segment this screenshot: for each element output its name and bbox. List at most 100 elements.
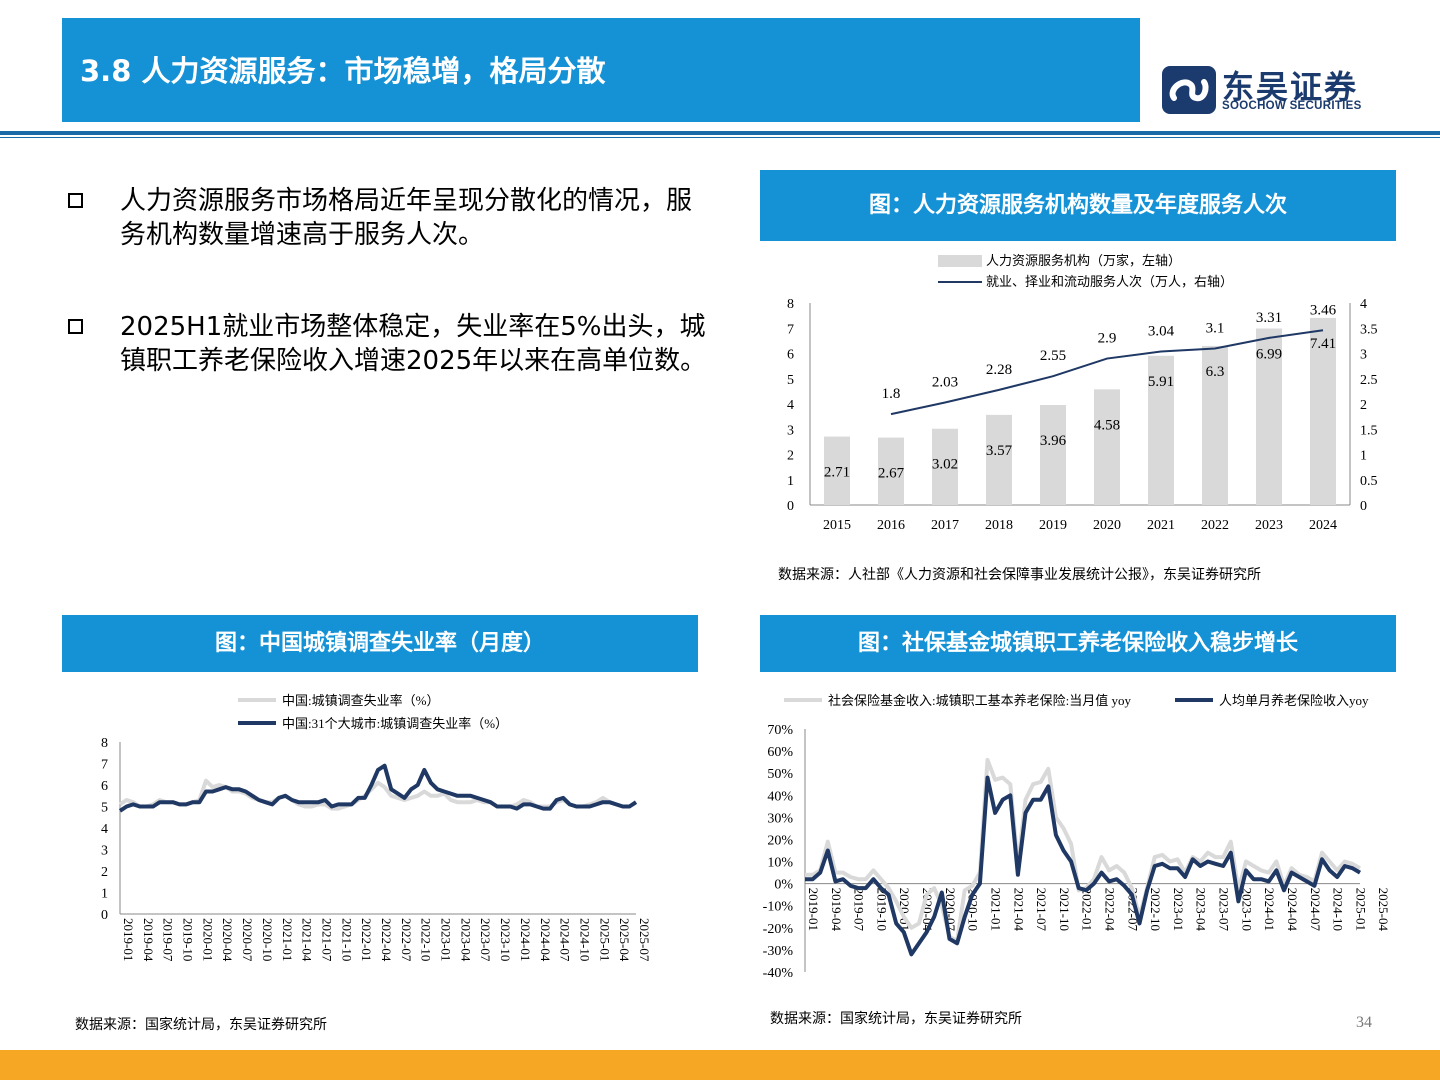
- y-tick-label: 1: [101, 887, 108, 902]
- x-tick-label: 2025-04: [1376, 888, 1391, 932]
- y-tick-right: 2: [1360, 398, 1367, 413]
- header-divider: [0, 131, 1440, 135]
- line-value-label: 2.55: [1040, 348, 1066, 364]
- x-tick-label: 2022-04: [379, 918, 394, 962]
- y-tick-right: 0: [1360, 499, 1367, 514]
- checkbox-bullet-icon: [68, 319, 83, 334]
- y-tick-left: 3: [787, 423, 794, 438]
- y-tick-label: 4: [101, 822, 108, 837]
- x-tick-label: 2015: [823, 518, 851, 533]
- y-tick-label: 3: [101, 844, 108, 859]
- x-tick-label: 2019-01: [806, 888, 821, 931]
- bar-value-label: 2.71: [824, 465, 850, 481]
- bar: [878, 437, 904, 505]
- y-tick-label: 0: [101, 908, 108, 923]
- y-tick-label: 0%: [774, 878, 793, 893]
- bar-value-label: 3.57: [986, 443, 1013, 459]
- x-tick-label: 2024-10: [1331, 888, 1346, 931]
- line-value-label: 3.1: [1206, 320, 1225, 336]
- x-tick-label: 2025-01: [597, 918, 612, 961]
- series-line: [805, 775, 1362, 957]
- y-tick-right: 1.5: [1360, 423, 1378, 438]
- x-tick-label: 2021-04: [1011, 888, 1026, 932]
- logo-text-en: SOOCHOW SECURITIES: [1222, 100, 1362, 112]
- x-tick-label: 2021-10: [1057, 888, 1072, 931]
- x-tick-label: 2021-04: [300, 918, 315, 962]
- x-tick-label: 2019-07: [161, 918, 176, 962]
- x-tick-label: 2019-04: [141, 918, 156, 962]
- title-bar: 3.8 人力资源服务：市场稳增，格局分散: [62, 18, 1140, 122]
- y-tick-label: 30%: [767, 811, 793, 826]
- x-tick-label: 2022-10: [1148, 888, 1163, 931]
- chart-unemployment-rate: 中国:城镇调查失业率（%） 中国:31个大城市:城镇调查失业率（%） 0 1 2 3 4 5 6…: [101, 693, 652, 962]
- page-title: 3.8 人力资源服务：市场稳增，格局分散: [80, 54, 606, 88]
- legend-label: 社会保险基金收入:城镇职工基本养老保险:当月值 yoy: [828, 693, 1131, 708]
- y-tick-left: 5: [787, 373, 794, 388]
- x-tick-label: 2021-01: [280, 918, 295, 961]
- y-tick-label: 2: [101, 865, 108, 880]
- x-tick-label: 2024: [1309, 518, 1337, 533]
- x-tick-label: 2019-07: [852, 888, 867, 932]
- line-value-label: 3.04: [1148, 323, 1175, 339]
- y-tick-left: 0: [787, 499, 794, 514]
- legend-label: 人均单月养老保险收入yoy: [1219, 693, 1369, 708]
- bar: [932, 428, 958, 505]
- bar-value-label: 6.3: [1206, 364, 1225, 380]
- line-value-label: 1.8: [882, 386, 901, 402]
- legend-label-bars: 人力资源服务机构（万家，左轴）: [986, 253, 1181, 268]
- x-tick-label: 2019-10: [181, 918, 196, 961]
- x-tick-label: 2020-07: [240, 918, 255, 962]
- x-tick-label: 2022-01: [1080, 888, 1095, 931]
- x-tick-label: 2025-07: [1399, 888, 1400, 932]
- x-tick-label: 2020-10: [260, 918, 275, 961]
- x-tick-label: 2022: [1201, 518, 1229, 533]
- x-tick-label: 2024-01: [1262, 888, 1277, 931]
- y-tick-left: 2: [787, 449, 794, 464]
- company-logo: 东吴证券 SOOCHOW SECURITIES: [1160, 60, 1380, 120]
- x-tick-label: 2024-04: [1285, 888, 1300, 932]
- line-value-label: 2.28: [986, 362, 1012, 378]
- y-tick-left: 4: [787, 398, 794, 413]
- x-tick-label: 2019-04: [829, 888, 844, 932]
- y-tick-label: 8: [101, 736, 108, 751]
- bullet-text: 人力资源服务市场格局近年呈现分散化的情况，服务机构数量增速高于服务人次。: [120, 186, 693, 250]
- y-tick-right: 1: [1360, 449, 1367, 464]
- y-tick-label: -40%: [763, 966, 794, 981]
- chart3-source: 数据来源：国家统计局，东吴证券研究所: [770, 1011, 1022, 1027]
- x-tick-label: 2022-10: [419, 918, 434, 961]
- y-tick-right: 3.5: [1360, 322, 1378, 337]
- x-tick-label: 2025-01: [1353, 888, 1368, 931]
- x-tick-label: 2021: [1147, 518, 1175, 533]
- x-tick-label: 2020: [1093, 518, 1121, 533]
- bar: [986, 414, 1012, 505]
- y-tick-right: 2.5: [1360, 373, 1378, 388]
- chart1-source: 数据来源：人社部《人力资源和社会保障事业发展统计公报》，东吴证券研究所: [778, 567, 1261, 583]
- bar: [1202, 345, 1228, 505]
- x-tick-label: 2024-04: [538, 918, 553, 962]
- chart-hr-agencies: 人力资源服务机构（万家，左轴） 就业、择业和流动服务人次（万人，右轴） 0 1 2 3 4 5…: [787, 253, 1378, 533]
- x-tick-label: 2023-01: [1171, 888, 1186, 931]
- y-tick-label: 5: [101, 801, 108, 816]
- bar: [1040, 405, 1066, 505]
- x-tick-label: 2022-07: [399, 918, 414, 962]
- header-divider-thin: [0, 137, 1440, 138]
- x-tick-label: 2021-07: [319, 918, 334, 962]
- x-tick-label: 2021-07: [1034, 888, 1049, 932]
- x-tick-label: 2023-10: [498, 918, 513, 961]
- y-tick-label: -10%: [763, 900, 794, 915]
- y-tick-label: -20%: [763, 922, 794, 937]
- y-tick-label: 10%: [767, 856, 793, 871]
- bar-value-label: 3.02: [932, 457, 958, 473]
- y-tick-label: 50%: [767, 767, 793, 782]
- y-tick-label: -30%: [763, 944, 794, 959]
- bullet-text: 2025H1就业市场整体稳定，失业率在5%出头，城镇职工养老保险收入增速2025…: [120, 312, 707, 376]
- y-tick-right: 0.5: [1360, 474, 1378, 489]
- bar: [824, 436, 850, 505]
- x-tick-label: 2023-04: [458, 918, 473, 962]
- line-value-label: 3.31: [1256, 310, 1282, 326]
- legend-label-line: 就业、择业和流动服务人次（万人，右轴）: [986, 274, 1233, 289]
- series-line: [890, 329, 1324, 416]
- chart1-title: 图：人力资源服务机构数量及年度服务人次: [760, 170, 1396, 241]
- x-tick-label: 2022-01: [359, 918, 374, 961]
- bar-value-label: 4.58: [1094, 417, 1120, 433]
